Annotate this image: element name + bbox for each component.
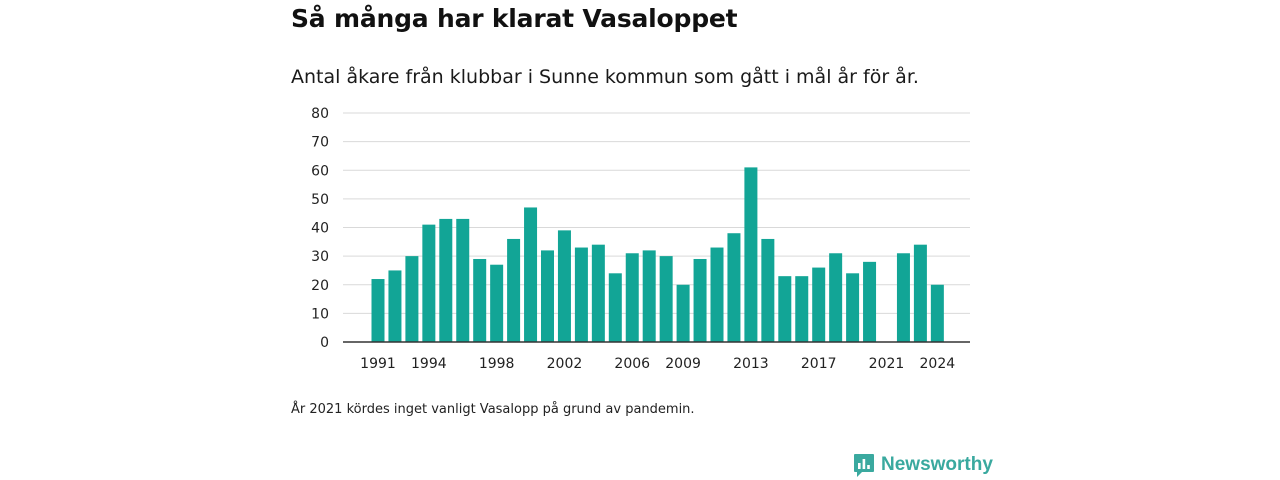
bar bbox=[490, 264, 504, 342]
bar bbox=[371, 279, 385, 342]
x-tick-label: 2006 bbox=[614, 356, 650, 372]
y-tick-label: 40 bbox=[311, 221, 329, 237]
x-tick-label: 2024 bbox=[920, 356, 956, 372]
bar bbox=[574, 247, 588, 342]
bar bbox=[456, 218, 470, 342]
bar bbox=[541, 250, 554, 342]
newsworthy-logo-icon bbox=[854, 454, 874, 477]
x-tick-label: 1991 bbox=[360, 356, 396, 372]
bar-chart: 0 10 20 30 40 50 60 70 80 1991 1994 1998 2002 2006 200… bbox=[311, 106, 970, 372]
bar bbox=[676, 284, 690, 342]
bar bbox=[727, 233, 741, 342]
bar bbox=[524, 207, 538, 342]
bar bbox=[659, 256, 673, 342]
x-tick-label: 2009 bbox=[665, 356, 701, 372]
bar bbox=[913, 244, 927, 342]
bar bbox=[625, 253, 639, 342]
y-tick-label: 70 bbox=[311, 135, 329, 151]
bar bbox=[693, 258, 707, 342]
bar bbox=[608, 273, 622, 342]
bar bbox=[422, 224, 436, 342]
x-tick-label: 2017 bbox=[801, 356, 837, 372]
bar bbox=[846, 273, 860, 342]
y-tick-label: 0 bbox=[320, 335, 329, 351]
bar bbox=[896, 253, 910, 342]
brand: Newsworthy bbox=[853, 452, 993, 478]
bar bbox=[930, 284, 944, 342]
footnote: År 2021 kördes inget vanligt Vasalopp på… bbox=[291, 402, 695, 417]
x-tick-label: 2021 bbox=[869, 356, 905, 372]
x-tick-label: 1998 bbox=[479, 356, 515, 372]
bar bbox=[812, 267, 826, 342]
bar bbox=[591, 244, 605, 342]
bar bbox=[829, 253, 843, 342]
bar bbox=[507, 238, 521, 342]
x-tick-label: 1994 bbox=[411, 356, 447, 372]
bar bbox=[744, 167, 758, 342]
y-tick-label: 30 bbox=[311, 249, 329, 265]
bar bbox=[557, 230, 571, 342]
y-tick-label: 50 bbox=[311, 192, 329, 208]
bar bbox=[405, 256, 419, 342]
bar bbox=[473, 258, 487, 342]
y-tick-label: 60 bbox=[311, 163, 329, 179]
y-tick-label: 20 bbox=[311, 278, 329, 294]
x-tick-label: 2002 bbox=[547, 356, 583, 372]
bar bbox=[642, 250, 656, 342]
bar bbox=[439, 218, 453, 342]
brand-name: Newsworthy bbox=[881, 454, 993, 475]
bar bbox=[863, 261, 877, 342]
bar bbox=[795, 276, 809, 342]
y-tick-label: 10 bbox=[311, 306, 329, 322]
chart-title: Så många har klarat Vasaloppet bbox=[291, 4, 738, 33]
bar bbox=[388, 270, 402, 342]
bar bbox=[761, 238, 775, 342]
x-tick-label: 2013 bbox=[733, 356, 769, 372]
chart-subtitle: Antal åkare från klubbar i Sunne kommun … bbox=[291, 66, 919, 88]
bar bbox=[778, 276, 792, 342]
bar bbox=[710, 247, 724, 342]
y-tick-label: 80 bbox=[311, 106, 329, 122]
